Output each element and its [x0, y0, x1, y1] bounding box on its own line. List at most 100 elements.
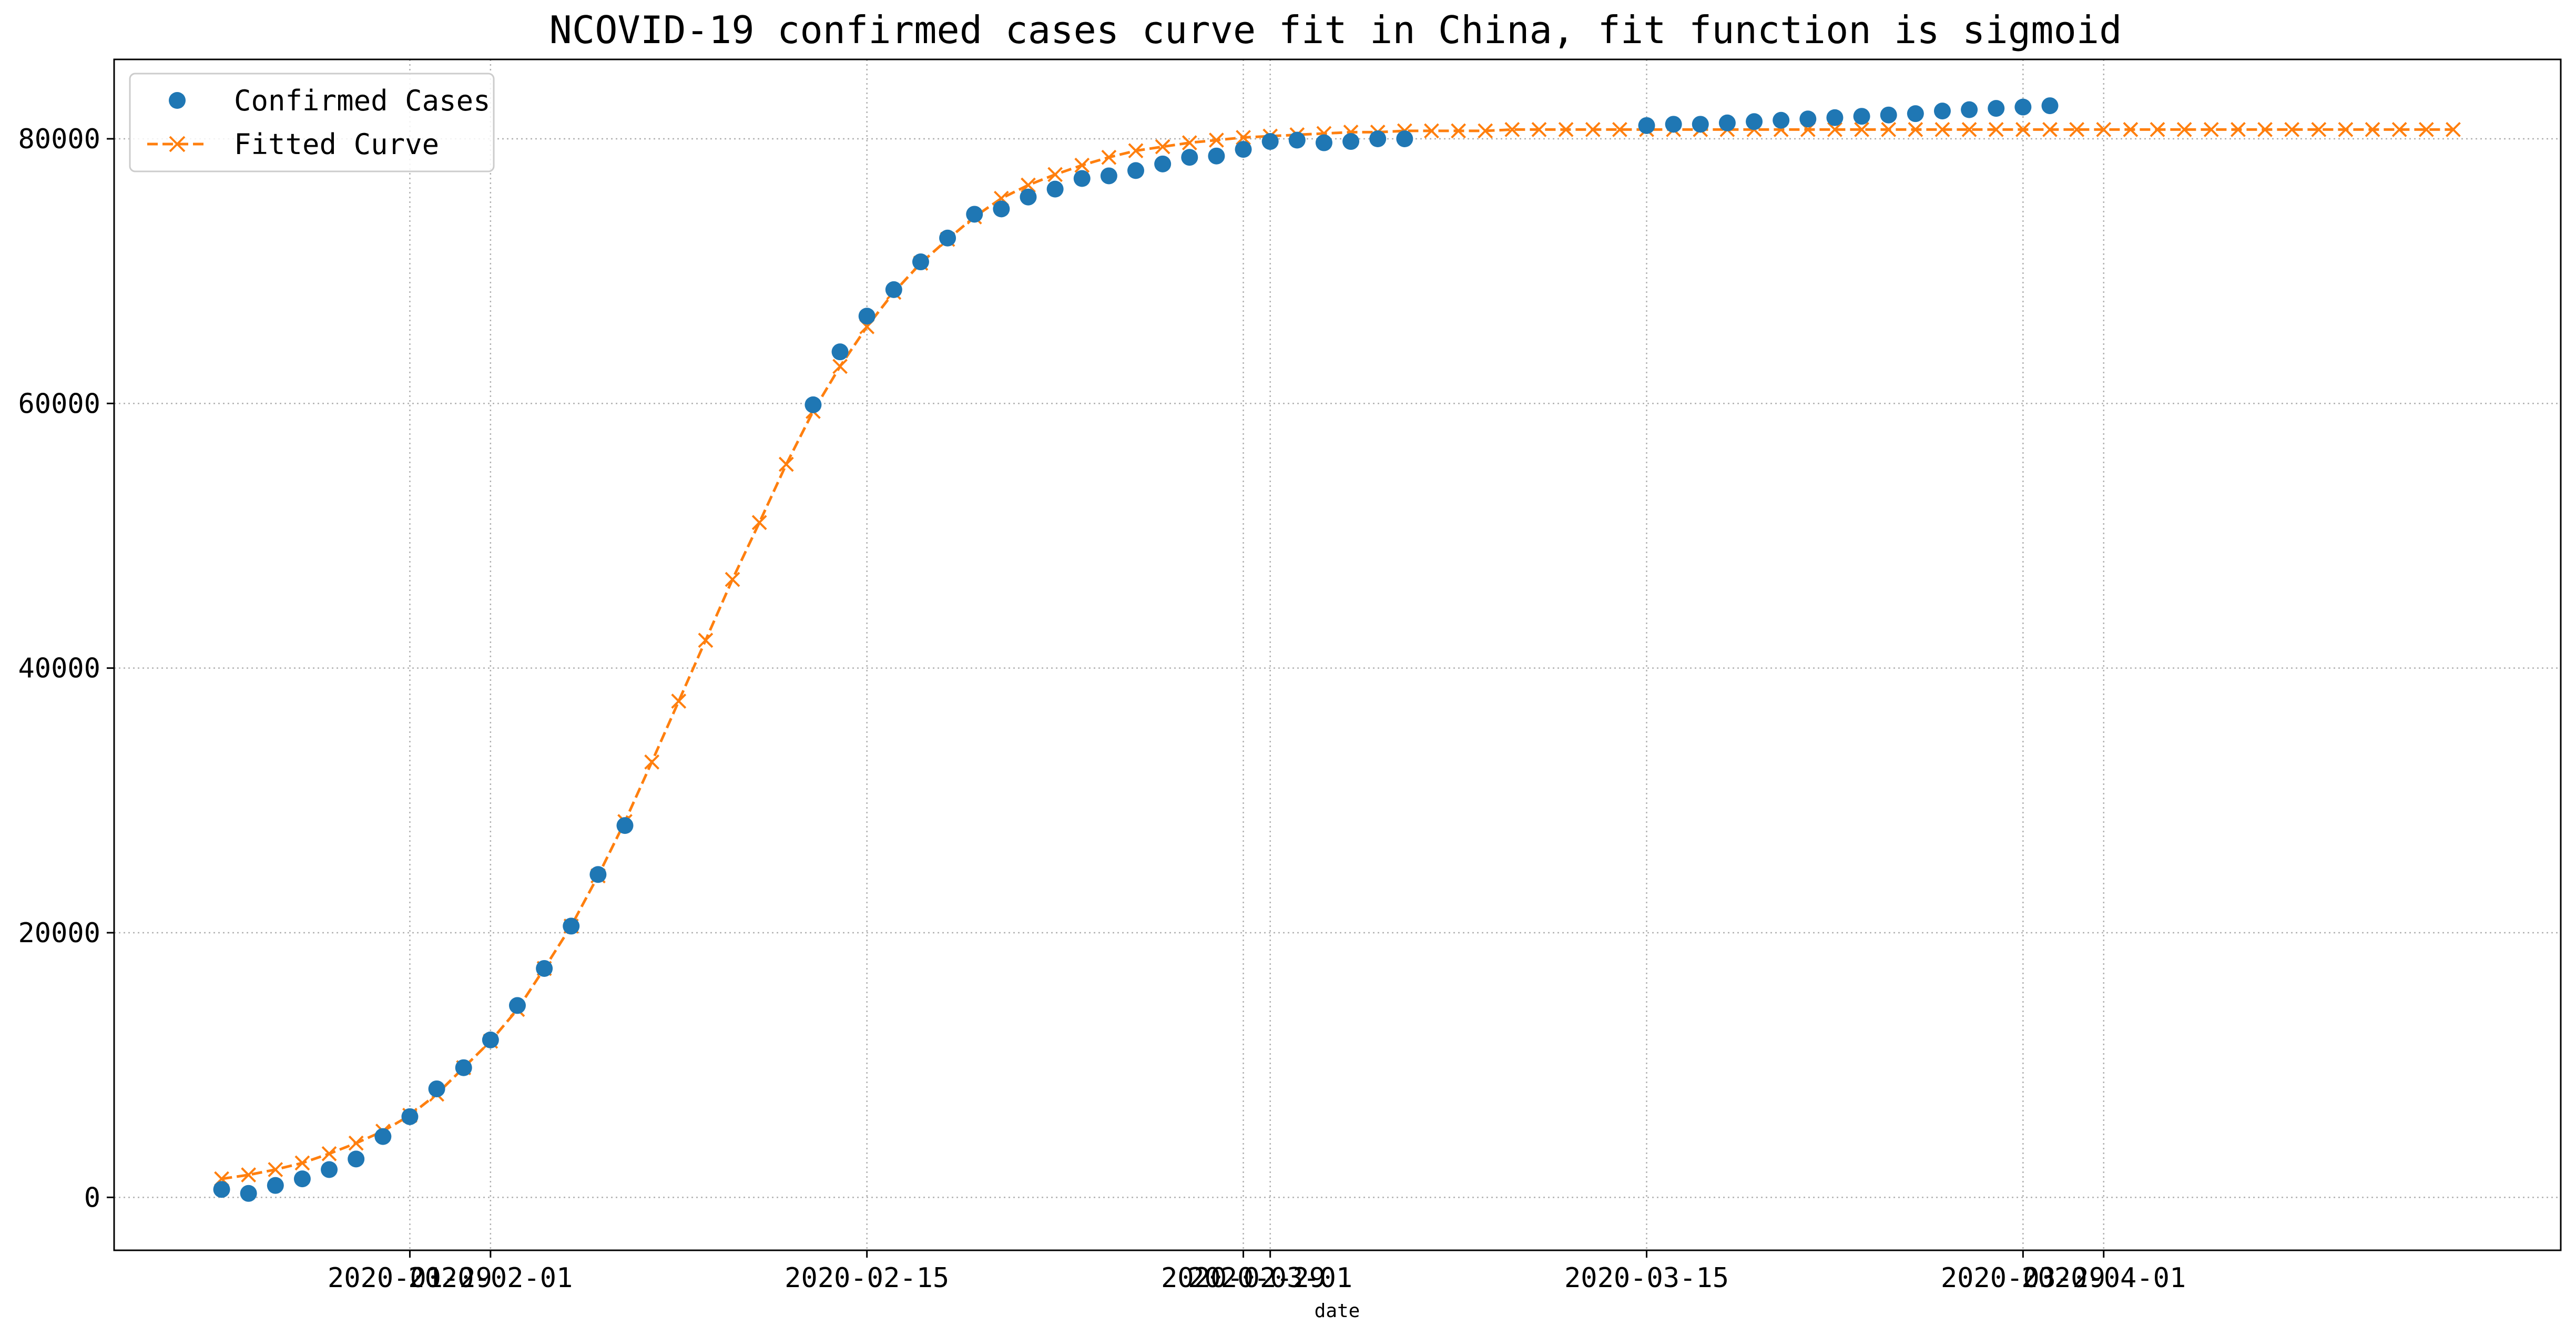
confirmed-case-point: [1288, 131, 1306, 149]
confirmed-case-point: [858, 308, 875, 325]
confirmed-case-point: [240, 1185, 257, 1202]
fitted-curve-marker: [2231, 121, 2246, 137]
confirmed-cases-series: [213, 97, 2059, 1202]
fitted-curve-marker: [2176, 121, 2192, 137]
confirmed-case-point: [2014, 98, 2032, 116]
confirmed-case-point: [1718, 114, 1736, 131]
fitted-curve-marker: [1021, 177, 1036, 193]
confirmed-case-point: [1961, 101, 1978, 118]
confirmed-case-point: [1369, 130, 1387, 147]
confirmed-case-point: [616, 817, 634, 834]
confirmed-case-point: [1235, 141, 1252, 158]
confirmed-case-point: [1127, 162, 1145, 179]
confirmed-case-point: [1773, 111, 1790, 129]
fitted-curve-marker: [1155, 139, 1170, 155]
fitted-curve-marker: [241, 1167, 257, 1182]
fitted-curve-marker: [1908, 121, 1923, 137]
confirmed-case-point: [1853, 108, 1870, 125]
confirmed-case-point: [563, 917, 580, 935]
confirmed-case-point: [2041, 97, 2059, 115]
fitted-curve-marker: [1478, 123, 1493, 139]
confirmed-case-point: [1100, 167, 1117, 185]
confirmed-case-point: [805, 396, 822, 413]
fitted-curve-line: [221, 128, 2453, 1180]
fitted-curve-marker: [268, 1162, 283, 1177]
fitted-curve-marker: [2365, 121, 2380, 137]
confirmed-case-point: [1907, 105, 1924, 123]
fitted-curve-marker: [1451, 123, 1467, 139]
fitted-curve-marker: [1074, 157, 1090, 173]
fitted-curve-marker: [1961, 121, 1977, 137]
confirmed-case-point: [321, 1161, 338, 1178]
y-tick-label: 60000: [18, 388, 100, 420]
x-tick-label: 2020-02-01: [408, 1262, 573, 1294]
confirmed-case-point: [1315, 134, 1332, 151]
fitted-curve-marker: [2203, 121, 2219, 137]
fitted-curve-marker: [671, 694, 687, 709]
x-tick-label: 2020-03-01: [1188, 1262, 1352, 1294]
confirmed-case-point: [1073, 170, 1091, 187]
fitted-curve-marker: [2015, 121, 2031, 137]
fitted-curve-marker: [1558, 121, 1574, 137]
confirmed-case-point: [1826, 109, 1844, 126]
fitted-curve-marker: [725, 572, 740, 587]
fitted-curve-marker: [832, 359, 848, 374]
x-tick-label: 2020-04-01: [2021, 1262, 2186, 1294]
fitted-curve-marker: [1585, 121, 1601, 137]
fitted-curve-marker: [2069, 121, 2085, 137]
confirmed-case-point: [455, 1059, 472, 1076]
fitted-curve-marker: [2257, 121, 2273, 137]
y-tick-label: 80000: [18, 124, 100, 155]
grid-lines: [114, 59, 2561, 1250]
fitted-curve-marker: [1047, 167, 1063, 182]
fitted-curve-marker: [1988, 121, 2004, 137]
fitted-curve-marker: [1128, 143, 1144, 159]
confirmed-case-point: [482, 1031, 499, 1048]
y-tick-label: 40000: [18, 653, 100, 685]
y-axis-ticks: 0 20000 40000 60000 80000: [18, 124, 114, 1213]
y-tick-label: 20000: [18, 917, 100, 949]
confirmed-case-point: [1046, 180, 1064, 198]
confirmed-case-point: [1208, 147, 1225, 165]
fitted-curve-marker: [751, 515, 767, 531]
x-tick-label: 2020-02-29: [1161, 1262, 1326, 1294]
confirmed-case-point: [374, 1128, 392, 1145]
confirmed-case-point: [293, 1170, 311, 1188]
fitted-curve-marker: [1612, 121, 1627, 137]
confirmed-case-point: [1154, 155, 1172, 172]
confirmed-case-point: [536, 960, 553, 977]
fitted-curve-marker: [698, 633, 714, 648]
legend-fitted-marker: [169, 136, 186, 152]
fitted-curve-marker: [1236, 130, 1251, 145]
confirmed-case-point: [1342, 133, 1360, 150]
legend-confirmed-marker: [169, 92, 186, 109]
confirmed-case-point: [1638, 117, 1655, 134]
fitted-curve-marker: [2042, 121, 2058, 137]
fitted-curve-marker: [348, 1135, 364, 1151]
fitted-curve-marker: [2446, 121, 2461, 137]
fitted-curve-marker: [2150, 121, 2165, 137]
fitted-curve-marker: [1101, 149, 1117, 165]
fitted-curve-marker: [1827, 121, 1842, 137]
confirmed-case-point: [912, 253, 929, 271]
confirmed-case-point: [885, 281, 902, 298]
fitted-curve-marker: [1424, 123, 1439, 139]
fitted-curve-marker: [321, 1146, 337, 1161]
confirmed-case-point: [589, 866, 607, 883]
confirmed-case-point: [213, 1181, 230, 1198]
x-tick-label: 2020-01-29: [328, 1262, 492, 1294]
confirmed-case-point: [993, 200, 1010, 218]
legend-fitted-label: Fitted Curve: [234, 128, 439, 161]
x-axis-label: date: [1315, 1300, 1360, 1322]
x-tick-label: 2020-03-29: [1941, 1262, 2105, 1294]
y-tick-label: 0: [84, 1182, 100, 1213]
fitted-curve-marker: [2123, 121, 2139, 137]
legend-confirmed-label: Confirmed Cases: [234, 84, 491, 117]
fitted-curve-marker: [2096, 121, 2112, 137]
fitted-curve-marker: [1182, 135, 1197, 150]
fitted-curve-marker: [2338, 121, 2354, 137]
